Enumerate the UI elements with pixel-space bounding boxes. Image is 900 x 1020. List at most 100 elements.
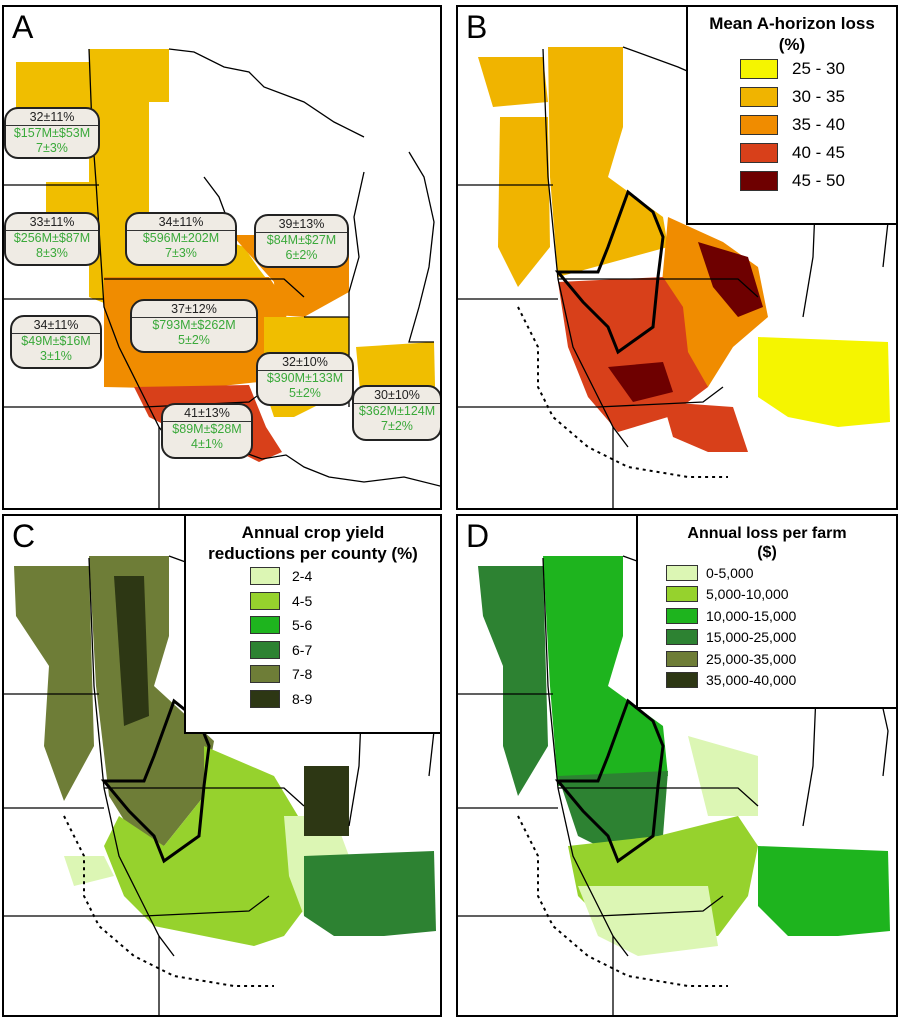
stat-yield: 8±3%: [36, 246, 68, 260]
legend-item: 5,000-10,000: [638, 584, 896, 606]
stat-yield: 6±2%: [285, 248, 318, 262]
stat-loss-pct: 33±11%: [6, 214, 98, 231]
legend-swatch: [666, 672, 698, 689]
stat-box-illinois: 32±10% $390M±133M 5±2%: [256, 352, 354, 406]
legend-label: 6-7: [292, 641, 313, 658]
zone-wisconsin-light-fill: [688, 736, 758, 816]
legend-swatch: [666, 650, 698, 667]
stat-box-missouri: 41±13% $89M±$28M 4±1%: [161, 403, 253, 459]
stat-loss-pct: 41±13%: [163, 405, 251, 422]
legend-item: 8-9: [186, 687, 440, 712]
stat-yield: 7±2%: [381, 419, 413, 433]
legend-title-line1: Mean A-horizon loss: [709, 14, 875, 33]
stat-cost: $793M±$262M: [152, 318, 236, 332]
panel-c-letter: C: [12, 518, 36, 554]
stat-yield: 4±1%: [191, 437, 223, 451]
legend-item: 40 - 45: [688, 139, 896, 167]
legend-label: 25,000-35,000: [706, 650, 797, 667]
stat-box-indiana-ohio: 30±10% $362M±124M 7±2%: [352, 385, 440, 441]
legend-swatch: [740, 87, 778, 107]
legend-farm-loss: Annual loss per farm ($) 0-5,000 5,000-1…: [636, 516, 896, 709]
legend-label: 7-8: [292, 666, 313, 683]
zone-dakotas-fill: [14, 566, 94, 801]
study-area-outline: [100, 698, 211, 864]
stat-loss-pct: 37±12%: [132, 301, 256, 318]
legend-label: 5,000-10,000: [706, 586, 789, 603]
study-area-outline: [554, 189, 665, 355]
zone-east-fill: [758, 337, 890, 427]
dotted-boundary: [517, 306, 728, 478]
region-north-dakota-fill: [16, 62, 89, 112]
zone-east-fill: [758, 846, 890, 936]
legend-item: 5-6: [186, 613, 440, 638]
panel-a-letter: A: [12, 9, 34, 45]
panel-a-regional-losses: A 32±11% $157M±$53M 7±3% 33±11% $256M±$8…: [2, 5, 442, 510]
legend-label: 25 - 30: [792, 59, 845, 78]
legend-title-line2: (%): [778, 35, 806, 54]
legend-item: 25,000-35,000: [638, 648, 896, 670]
zone-south-light-fill: [578, 886, 718, 956]
legend-swatch: [666, 564, 698, 581]
legend-swatch: [250, 591, 280, 610]
stat-box-iowa: 37±12% $793M±$262M 5±2%: [130, 299, 258, 353]
zone-minnesota-fill: [543, 556, 668, 786]
stat-yield: 7±3%: [165, 246, 197, 260]
zone-west-fill: [498, 117, 550, 287]
legend-label: 35 - 40: [792, 115, 845, 134]
panel-d-map: [458, 555, 890, 1015]
legend-label: 10,000-15,000: [706, 607, 797, 624]
panel-c-crop-yield: C Annual crop yield reductions per count…: [2, 514, 442, 1017]
stat-cost: $596M±202M: [142, 231, 220, 245]
zone-north-west-fill: [478, 57, 548, 107]
legend-label: 4-5: [292, 592, 313, 609]
region-south-dakota-fill: [46, 182, 89, 217]
stat-box-nebraska: 34±11% $49M±$16M 3±1%: [10, 315, 102, 369]
panel-c-map: [4, 555, 436, 1015]
legend-title: Annual loss per farm ($): [638, 524, 896, 562]
legend-swatch: [250, 640, 280, 659]
stat-yield: 5±2%: [178, 333, 210, 347]
legend-swatch: [666, 629, 698, 646]
legend-title-line1: Annual loss per farm: [687, 525, 847, 542]
stat-cost: $390M±133M: [266, 371, 344, 385]
stat-loss-pct: 34±11%: [12, 317, 100, 334]
stat-cost: $49M±$16M: [21, 334, 91, 348]
stat-box-minnesota: 34±11% $596M±202M 7±3%: [125, 212, 237, 266]
legend-label: 30 - 35: [792, 87, 845, 106]
stat-loss-pct: 32±11%: [6, 109, 98, 126]
legend-label: 5-6: [292, 617, 313, 634]
panel-b-letter: B: [466, 9, 488, 45]
legend-title-line2: reductions per county (%): [208, 544, 418, 563]
legend-label: 45 - 50: [792, 171, 845, 190]
legend-item: 2-4: [186, 564, 440, 589]
stat-yield: 7±3%: [36, 141, 68, 155]
legend-swatch: [740, 143, 778, 163]
stat-cost: $84M±$27M: [266, 233, 337, 247]
zone-dakotas-fill: [478, 566, 548, 796]
legend-swatch: [740, 115, 778, 135]
stat-loss-pct: 32±10%: [258, 354, 352, 371]
legend-swatch: [666, 586, 698, 603]
region-minnesota-fill: [89, 49, 269, 307]
stat-cost: $362M±124M: [358, 404, 436, 418]
stat-box-south-dakota: 33±11% $256M±$87M 8±3%: [4, 212, 100, 266]
legend-label: 2-4: [292, 568, 313, 585]
panel-b-horizon-loss: B Mean A-horizon loss (%) 25 - 30 30 - 3…: [456, 5, 898, 510]
stat-loss-pct: 39±13%: [256, 216, 347, 233]
legend-item: 6-7: [186, 638, 440, 663]
legend-title: Mean A-horizon loss (%): [688, 13, 896, 55]
legend-item: 25 - 30: [688, 55, 896, 83]
stat-loss-pct: 30±10%: [354, 387, 440, 404]
zone-south-core-fill: [608, 362, 673, 402]
zone-iowa-dark-fill: [558, 771, 668, 856]
legend-crop-yield: Annual crop yield reductions per county …: [184, 516, 440, 734]
stat-yield: 5±2%: [289, 386, 321, 400]
legend-title-line1: Annual crop yield: [241, 523, 385, 542]
legend-title-line2: ($): [757, 544, 777, 561]
stat-yield: 3±1%: [40, 349, 72, 363]
zone-east-fill: [304, 851, 436, 936]
legend-label: 15,000-25,000: [706, 629, 797, 646]
legend-swatch: [740, 171, 778, 191]
zone-wisconsin-dark-fill: [304, 766, 349, 836]
legend-item: 15,000-25,000: [638, 627, 896, 649]
